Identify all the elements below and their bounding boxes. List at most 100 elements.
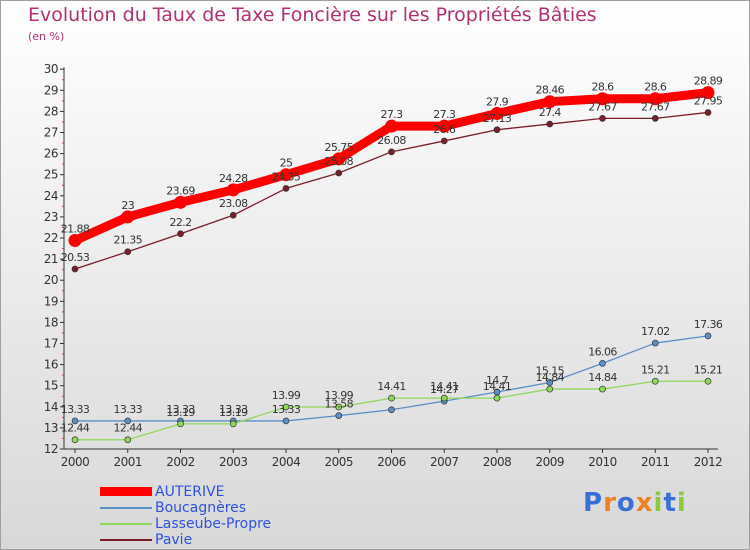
legend-swatch: [100, 487, 152, 496]
data-label: 25.08: [325, 155, 354, 168]
data-label: 13.33: [114, 403, 143, 416]
data-label: 27.3: [380, 108, 403, 121]
logo-letter: i: [653, 488, 664, 518]
data-point: [596, 92, 609, 106]
data-point: [440, 394, 448, 402]
data-point: [335, 412, 343, 420]
data-label: 27.13: [483, 112, 512, 125]
data-label: 28.89: [694, 75, 723, 88]
data-point: [385, 119, 398, 133]
logo-letter: r: [603, 488, 617, 518]
data-point: [229, 420, 237, 428]
x-tick-label: 2008: [483, 455, 512, 469]
logo-letter: x: [635, 488, 654, 518]
data-label: 26.6: [433, 123, 456, 136]
x-tick-label: 2009: [535, 455, 564, 469]
x-tick-label: 2002: [166, 455, 195, 469]
data-point: [68, 234, 82, 248]
data-point: [282, 417, 290, 425]
x-tick-label: 2006: [377, 455, 406, 469]
data-label: 28.46: [536, 84, 565, 97]
data-label: 23.08: [219, 197, 248, 210]
data-label: 21.35: [114, 234, 143, 247]
data-label: 26.08: [377, 134, 406, 147]
y-tick-label: 18: [44, 315, 58, 329]
data-point: [599, 359, 606, 367]
data-label: 13.19: [219, 406, 248, 419]
data-label: 15.21: [641, 363, 670, 376]
data-label: 15.15: [536, 365, 565, 378]
x-tick-label: 2003: [219, 455, 248, 469]
data-point: [440, 137, 448, 145]
y-tick-label: 19: [44, 294, 58, 308]
data-point: [704, 109, 712, 116]
data-point: [229, 211, 237, 219]
data-point: [124, 248, 132, 256]
data-label: 13.33: [272, 403, 301, 416]
x-tick-label: 2010: [588, 455, 617, 469]
data-point: [174, 195, 187, 209]
data-point: [124, 417, 132, 425]
data-label: 13.33: [61, 403, 90, 416]
data-point: [651, 339, 659, 347]
y-tick-label: 16: [44, 358, 58, 372]
logo-letter: t: [663, 488, 677, 518]
y-tick-label: 15: [44, 379, 58, 393]
data-label: 25: [280, 157, 293, 170]
proxiti-logo: Proxiti: [583, 488, 687, 518]
data-point: [493, 394, 501, 402]
data-label: 20.53: [61, 251, 90, 264]
chart-title: Evolution du Taux de Taxe Foncière sur l…: [28, 4, 597, 26]
data-label: 17.02: [641, 325, 670, 338]
data-label: 21.88: [61, 223, 90, 236]
x-tick-label: 2001: [113, 455, 142, 469]
data-label: 27.9: [486, 96, 509, 109]
y-tick-label: 28: [44, 104, 58, 118]
data-label: 14.41: [377, 380, 406, 393]
y-tick-label: 25: [44, 168, 58, 182]
data-point: [177, 420, 184, 428]
data-label: 28.6: [591, 81, 614, 94]
data-point: [71, 417, 79, 425]
x-tick-label: 2005: [324, 455, 353, 469]
data-point: [599, 115, 606, 122]
y-tick-label: 17: [44, 337, 58, 351]
legend-swatch: [100, 523, 152, 525]
legend-label: Lasseube-Propre: [155, 516, 272, 532]
data-point: [121, 210, 135, 224]
data-point: [226, 183, 240, 197]
x-tick-label: 2000: [61, 455, 90, 469]
data-point: [332, 152, 346, 166]
data-point: [71, 436, 79, 444]
data-point: [71, 265, 79, 273]
data-point: [543, 95, 557, 109]
data-label: 14.7: [486, 374, 509, 387]
y-tick-label: 29: [44, 83, 58, 97]
data-label: 27.4: [539, 106, 562, 119]
data-label: 22.2: [169, 216, 191, 229]
y-tick-label: 26: [44, 147, 58, 161]
data-label: 12.44: [61, 422, 90, 435]
x-tick-label: 2012: [694, 455, 723, 469]
data-point: [335, 169, 343, 177]
data-label: 13.99: [325, 389, 354, 402]
y-tick-label: 20: [44, 273, 58, 287]
data-point: [124, 436, 132, 444]
legend-label: Boucagnères: [155, 500, 247, 516]
y-tick-label: 14: [44, 400, 58, 414]
data-label: 13.33: [166, 403, 195, 416]
data-point: [701, 86, 715, 100]
legend-label: Pavie: [155, 532, 193, 548]
data-label: 27.67: [641, 100, 670, 113]
data-label: 24.35: [272, 170, 301, 183]
data-label: 27.95: [694, 94, 723, 107]
data-point: [490, 107, 504, 121]
legend-swatch: [100, 507, 152, 509]
logo-letter: o: [616, 488, 636, 518]
y-tick-label: 24: [44, 189, 58, 203]
data-point: [177, 230, 184, 238]
y-tick-label: 27: [44, 126, 58, 140]
x-tick-label: 2007: [430, 455, 459, 469]
data-label: 25.75: [325, 141, 354, 154]
